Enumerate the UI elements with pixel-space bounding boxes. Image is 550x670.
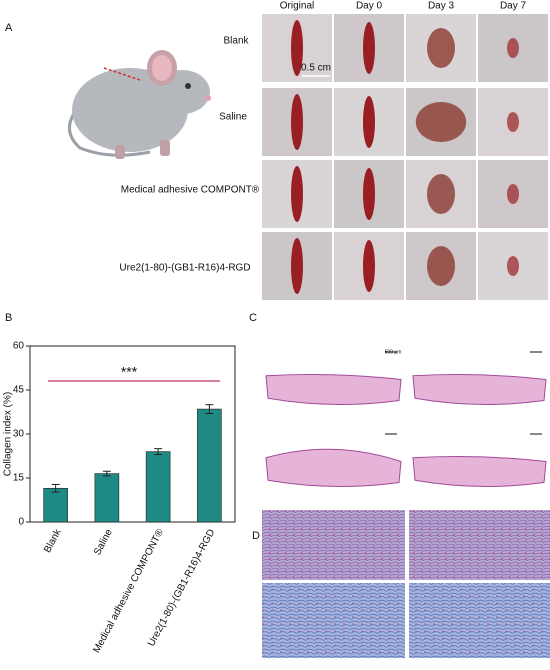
wound: [427, 174, 455, 214]
masson-image: [409, 583, 550, 658]
wound: [507, 184, 519, 204]
column-header: Day 7: [500, 1, 527, 12]
wound: [415, 102, 467, 142]
y-axis-label: Collagen index (%): [3, 392, 14, 477]
bar: [145, 451, 171, 523]
panel-label: C: [249, 312, 257, 324]
y-tick-label: 60: [13, 341, 25, 352]
y-tick-label: 15: [13, 473, 25, 484]
tissue: [412, 456, 547, 487]
y-tick-label: 45: [13, 385, 25, 396]
error-bar: [205, 404, 214, 414]
wound: [291, 238, 303, 294]
wound: [291, 20, 303, 76]
error-bar: [154, 448, 163, 456]
y-tick-label: 0: [18, 517, 24, 528]
wound: [507, 38, 519, 58]
wound: [363, 96, 375, 148]
wound: [363, 240, 375, 292]
column-header: Day 3: [428, 1, 455, 12]
tissue: [265, 374, 402, 405]
row-label: Ure2(1-80)-(GB1-R16)4-RGD: [119, 263, 250, 274]
masson-image: [262, 510, 405, 580]
error-bar: [102, 470, 111, 477]
column-header: Original: [280, 1, 314, 12]
mouse-illustration: [68, 50, 211, 159]
masson-image: [262, 583, 405, 658]
tissue: [265, 448, 402, 487]
x-tick-label: Blank: [42, 527, 64, 555]
tissue: [412, 374, 547, 405]
panel-label: B: [5, 312, 12, 324]
wound: [363, 22, 375, 74]
bar: [43, 487, 68, 523]
panel-label: A: [5, 22, 13, 34]
wound: [291, 166, 303, 222]
bar: [94, 473, 120, 523]
wound: [507, 256, 519, 276]
y-tick-label: 30: [13, 429, 25, 440]
row-label: Saline: [219, 112, 247, 123]
row-label: Medical adhesive COMPONT®: [121, 185, 260, 196]
panel-label: D: [252, 530, 260, 542]
scale-label: 0.5 cm: [301, 63, 331, 74]
scale-label: 500 μm: [385, 349, 402, 355]
wound: [427, 28, 455, 68]
wound: [363, 168, 375, 220]
wound: [291, 94, 303, 150]
error-bar: [51, 483, 60, 493]
column-header: Day 0: [356, 1, 383, 12]
significance-label: ***: [121, 364, 138, 380]
wound: [507, 112, 519, 132]
wound: [427, 246, 455, 286]
bar: [197, 408, 222, 523]
x-tick-label: Saline: [92, 527, 115, 557]
masson-image: [409, 510, 550, 580]
row-label: Blank: [223, 36, 249, 47]
